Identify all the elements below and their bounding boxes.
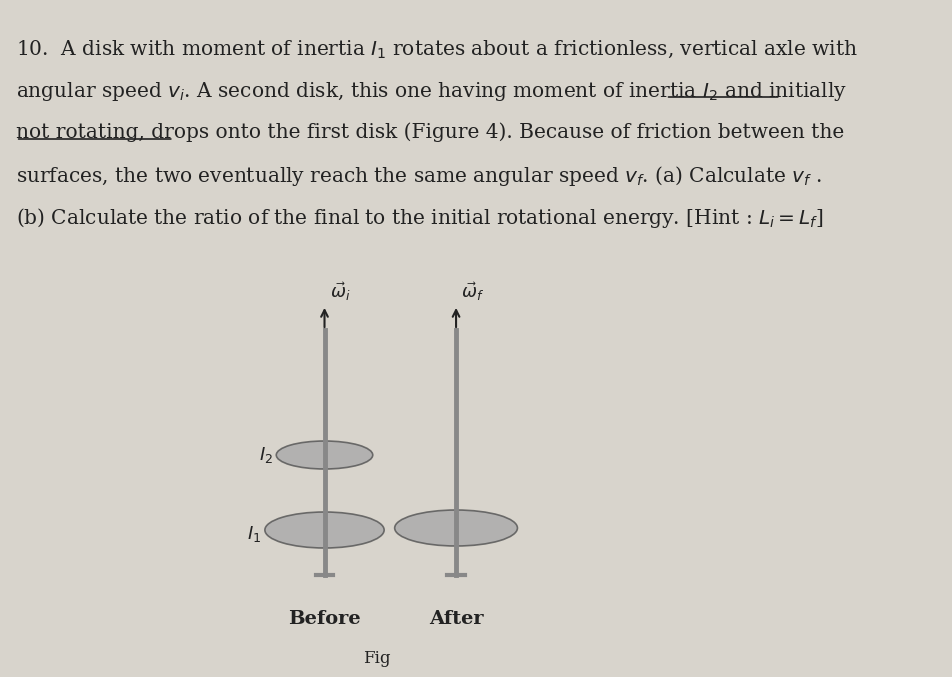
Text: Before: Before [288, 610, 361, 628]
Text: After: After [428, 610, 483, 628]
Text: $I_2$: $I_2$ [258, 445, 272, 465]
Text: angular speed $v_i$. A second disk, this one having moment of inertia $I_2$ and : angular speed $v_i$. A second disk, this… [16, 80, 845, 103]
Text: (b) Calculate the ratio of the final to the initial rotational energy. [Hint : $: (b) Calculate the ratio of the final to … [16, 206, 823, 230]
Text: Fig: Fig [363, 650, 390, 667]
Text: $\vec{\omega}_i$: $\vec{\omega}_i$ [329, 280, 350, 303]
Ellipse shape [394, 510, 517, 546]
Text: not rotating, drops onto the first disk (Figure 4). Because of friction between : not rotating, drops onto the first disk … [16, 122, 843, 141]
Text: $I_1$: $I_1$ [247, 524, 261, 544]
Ellipse shape [276, 441, 372, 469]
Text: surfaces, the two eventually reach the same angular speed $v_f$. (a) Calculate $: surfaces, the two eventually reach the s… [16, 164, 821, 188]
Text: 10.  A disk with moment of inertia $I_1$ rotates about a frictionless, vertical : 10. A disk with moment of inertia $I_1$ … [16, 38, 857, 60]
Text: $\vec{\omega}_f$: $\vec{\omega}_f$ [461, 280, 485, 303]
Ellipse shape [265, 512, 384, 548]
